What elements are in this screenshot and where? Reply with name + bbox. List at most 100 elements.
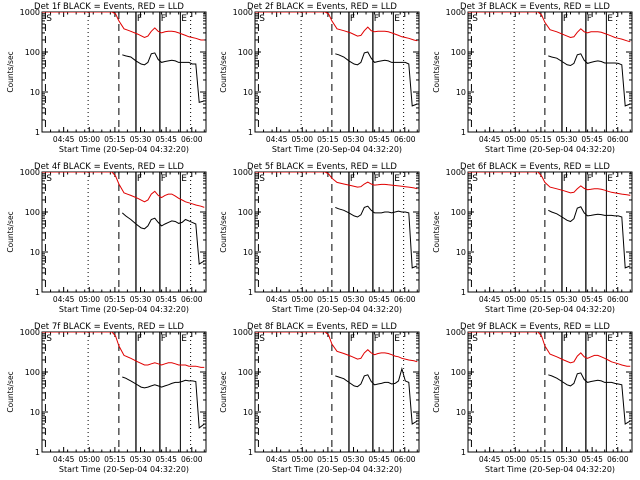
x-tick-label: 05:30 [343,135,365,144]
y-axis-label: Counts/sec [432,211,441,252]
y-tick-label: 1000 [446,168,466,177]
y-tick-label: 10 [243,88,253,97]
panel-det-7: Det 7f BLACK = Events, RED = LLD 1 10 100 10… [6,322,207,474]
x-tick-label: 04:45 [479,455,501,464]
y-tick-label: 1000 [446,328,466,337]
marker-label-s: S [46,174,52,184]
series-events-line [335,205,418,269]
x-axis-label: Start Time (20-Sep-04 04:32:20) [485,465,615,474]
x-tick-label: 06:00 [394,295,416,304]
x-tick-label: 06:00 [181,135,203,144]
marker-label-e: E [181,174,187,184]
x-tick-label: 05:30 [556,135,578,144]
x-axis-label: Start Time (20-Sep-04 04:32:20) [485,145,615,154]
panel-det-9: Det 9f BLACK = Events, RED = LLD 1 10 100 10… [432,322,633,474]
y-tick-label: 10 [456,408,466,417]
series-lld-line [42,172,205,208]
x-tick-label: 06:00 [394,455,416,464]
y-tick-label: 100 [451,208,466,217]
y-tick-label: 10 [456,248,466,257]
marker-label-f: F [563,14,568,24]
y-tick-label: 10 [243,248,253,257]
x-tick-label: 04:45 [479,295,501,304]
x-tick-label: 05:15 [104,295,126,304]
marker-label-f: F [587,174,592,184]
x-tick-label: 04:45 [266,295,288,304]
marker-label-f: F [137,14,142,24]
y-tick-label: 1 [248,128,253,137]
x-axis-label: Start Time (20-Sep-04 04:32:20) [272,465,402,474]
x-tick-label: 04:45 [266,135,288,144]
y-tick-label: 1 [248,288,253,297]
x-tick-label: 04:45 [53,295,75,304]
panel-title: Det 6f BLACK = Events, RED = LLD [460,162,610,172]
y-tick-label: 10 [30,248,40,257]
marker-label-f: F [374,174,379,184]
y-axis-label: Counts/sec [6,51,15,92]
series-events-line [122,376,205,429]
marker-label-s: S [46,334,52,344]
marker-label-f: F [161,174,166,184]
marker-label-f: F [350,14,355,24]
x-tick-label: 05:15 [530,135,552,144]
series-lld-line [42,332,205,368]
y-axis-label: Counts/sec [219,51,228,92]
x-tick-label: 05:45 [155,455,177,464]
series-events-line [548,53,631,107]
plot-frame [254,171,420,293]
y-tick-label: 1 [461,448,466,457]
x-tick-label: 05:15 [104,455,126,464]
x-tick-label: 05:30 [130,295,152,304]
series-events-line [335,366,418,425]
plot-frame [41,11,207,133]
marker-label-f: F [563,334,568,344]
x-tick-label: 05:15 [317,135,339,144]
panel-det-4: Det 4f BLACK = Events, RED = LLD 1 10 100 10… [6,162,207,314]
panel-title: Det 5f BLACK = Events, RED = LLD [247,162,397,172]
x-tick-label: 05:00 [504,135,526,144]
x-tick-label: 05:00 [78,135,100,144]
marker-label-e: E [394,14,400,24]
marker-label-f: F [350,334,355,344]
plot-frame [254,11,420,133]
panel-det-2: Det 2f BLACK = Events, RED = LLD 1 10 100 10… [219,2,420,154]
x-tick-label: 05:45 [368,455,390,464]
x-tick-label: 04:45 [53,455,75,464]
x-tick-label: 05:00 [504,455,526,464]
y-tick-label: 1 [35,288,40,297]
panel-title: Det 2f BLACK = Events, RED = LLD [247,2,397,12]
x-tick-label: 05:00 [291,455,313,464]
x-tick-label: 05:45 [581,135,603,144]
y-tick-label: 100 [238,368,253,377]
marker-label-f: F [587,14,592,24]
y-tick-label: 1000 [20,168,40,177]
x-tick-label: 05:45 [155,295,177,304]
x-tick-label: 05:30 [556,295,578,304]
y-tick-label: 1 [35,448,40,457]
x-tick-label: 04:45 [266,455,288,464]
y-axis-label: Counts/sec [219,211,228,252]
marker-label-s: S [472,14,478,24]
marker-label-e: E [394,174,400,184]
marker-label-f: F [374,14,379,24]
x-tick-label: 05:45 [581,455,603,464]
y-tick-label: 1 [461,288,466,297]
x-tick-label: 06:00 [607,135,629,144]
panel-det-3: Det 3f BLACK = Events, RED = LLD 1 10 100 10… [432,2,633,154]
marker-label-f: F [563,174,568,184]
x-tick-label: 06:00 [607,295,629,304]
series-events-line [122,52,205,104]
x-tick-label: 05:00 [291,135,313,144]
marker-label-e: E [607,14,613,24]
marker-label-s: S [472,174,478,184]
marker-label-f: F [350,174,355,184]
marker-label-f: F [374,334,379,344]
panel-det-5: Det 5f BLACK = Events, RED = LLD 1 10 100 10… [219,162,420,314]
x-tick-label: 05:15 [317,455,339,464]
x-tick-label: 05:45 [581,295,603,304]
x-tick-label: 05:15 [104,135,126,144]
marker-label-e: E [394,334,400,344]
x-tick-label: 05:45 [368,135,390,144]
y-tick-label: 1 [35,128,40,137]
x-axis-label: Start Time (20-Sep-04 04:32:20) [59,465,189,474]
